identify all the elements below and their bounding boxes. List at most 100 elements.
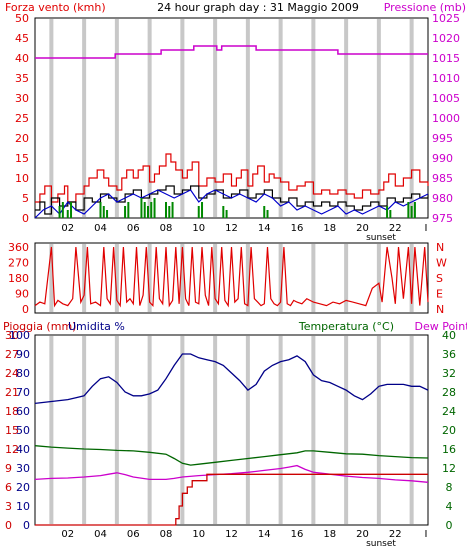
humidity-series-line <box>34 353 429 405</box>
rain-tick-label: 9 <box>5 462 12 475</box>
humidity-tick-label: 0 <box>23 519 30 532</box>
right-tick-label: 990 <box>432 152 453 165</box>
left-tick-label: 25 <box>15 112 29 125</box>
rain-tick-label: 15 <box>5 424 19 437</box>
right-tick-label: 985 <box>432 172 453 185</box>
temperature-tick-label: 28 <box>442 386 456 399</box>
rain-tick-label: 27 <box>5 348 19 361</box>
x-tick-label: 12 <box>225 529 238 540</box>
rain-tick-label: 30 <box>5 329 19 342</box>
right-tick-label: 1015 <box>432 52 460 65</box>
right-tick-label: 1000 <box>432 112 460 125</box>
panel3-dewpoint-label: Dew Point <box>414 320 467 333</box>
temperature-tick-label: 20 <box>442 424 456 437</box>
x-tick-label: 20 <box>356 223 369 234</box>
panel2-series <box>34 246 429 308</box>
panel1-right-axis-label: Pressione (mb) <box>384 1 466 14</box>
temperature-tick-label: 32 <box>442 367 456 380</box>
x-tick-label: 10 <box>192 223 205 234</box>
panel1-series <box>34 45 429 219</box>
temperature-tick-label: 36 <box>442 348 456 361</box>
temperature-tick-label: 8 <box>446 481 453 494</box>
panel1-left-axis-label: Forza vento (kmh) <box>5 1 106 14</box>
x-tick-label: 14 <box>258 223 271 234</box>
left-tick-label: 40 <box>15 52 29 65</box>
x-tick-label: I <box>425 529 428 540</box>
panel3-humidity-ticks: 0 10 20 30 40 50 60 70 80 90 100 <box>9 329 30 532</box>
direction-degree-tick: 360 <box>8 241 29 254</box>
panel1-sunset-label: sunset <box>366 233 396 243</box>
panel3-rain-label: Pioggia (mm) <box>3 320 76 333</box>
rain-tick-label: 12 <box>5 443 19 456</box>
humidity-tick-label: 10 <box>16 500 30 513</box>
temperature-tick-label: 4 <box>446 500 453 513</box>
x-tick-label: 04 <box>94 223 107 234</box>
humidity-tick-label: 80 <box>16 367 30 380</box>
rain-tick-label: 0 <box>5 519 12 532</box>
right-tick-label: 1025 <box>432 12 460 25</box>
humidity-tick-label: 40 <box>16 443 30 456</box>
humidity-tick-label: 30 <box>16 462 30 475</box>
rain-tick-label: 24 <box>5 367 19 380</box>
humidity-tick-label: 90 <box>16 348 30 361</box>
right-tick-label: 980 <box>432 192 453 205</box>
panel3-humidity-label: Umidita % <box>68 320 125 333</box>
temperature-tick-label: 16 <box>442 443 456 456</box>
direction-degree-tick: 270 <box>8 257 29 270</box>
panel3-series <box>34 353 429 526</box>
x-tick-label: 02 <box>61 223 74 234</box>
x-tick-label: I <box>425 223 428 234</box>
humidity-tick-label: 70 <box>16 386 30 399</box>
temperature-tick-label: 0 <box>446 519 453 532</box>
humidity-tick-label: 50 <box>16 424 30 437</box>
panel3-sunset-label: sunset <box>366 539 396 549</box>
left-tick-label: 50 <box>15 12 29 25</box>
x-tick-label: 08 <box>160 529 173 540</box>
compass-tick: N <box>436 241 444 254</box>
panel3-rain-ticks: 0 3 6 9 12 15 18 21 24 27 30 <box>5 329 19 532</box>
direction-degree-tick: 90 <box>15 288 29 301</box>
x-tick-label: 08 <box>160 223 173 234</box>
x-tick-label: 06 <box>127 223 140 234</box>
rain-tick-label: 6 <box>5 481 12 494</box>
gust-series-line <box>35 153 429 203</box>
humidity-tick-label: 60 <box>16 405 30 418</box>
x-tick-label: 02 <box>61 529 74 540</box>
right-tick-label: 1010 <box>432 72 460 85</box>
right-tick-label: 1020 <box>432 32 460 45</box>
x-tick-label: 12 <box>225 223 238 234</box>
right-tick-label: 995 <box>432 132 453 145</box>
rain-tick-label: 21 <box>5 386 19 399</box>
compass-tick: E <box>436 288 443 301</box>
panel3-plot-area <box>34 334 429 526</box>
x-tick-label: 22 <box>389 223 402 234</box>
panel1-right-ticks: 975 980 985 990 995 1000 1005 1010 1015 1020 1025 <box>432 12 460 225</box>
panel1-left-ticks: 0 5 10 15 20 25 30 35 40 45 50 <box>15 12 29 225</box>
rain-tick-label: 18 <box>5 405 19 418</box>
panel3-temperature-label: Temperatura (°C) <box>298 320 394 333</box>
panel3-vertical-grid <box>49 336 414 524</box>
panel1-vertical-grid <box>49 19 414 217</box>
x-tick-label: 14 <box>258 529 271 540</box>
right-tick-label: 1005 <box>432 92 460 105</box>
direction-degree-tick: 180 <box>8 272 29 285</box>
panel3-x-ticks: 02 04 06 08 10 12 14 16 18 20 22 I <box>61 529 427 540</box>
panel1-title: 24 hour graph day : 31 Maggio 2009 <box>157 1 359 14</box>
panel2-left-ticks: 0 90 180 270 360 <box>8 241 29 316</box>
x-tick-label: 10 <box>192 529 205 540</box>
compass-tick: S <box>436 272 443 285</box>
rain-tick-label: 3 <box>5 500 12 513</box>
left-tick-label: 15 <box>15 152 29 165</box>
left-tick-label: 20 <box>15 132 29 145</box>
temperature-tick-label: 24 <box>442 405 456 418</box>
x-tick-label: 06 <box>127 529 140 540</box>
rain-series-line <box>35 473 428 526</box>
compass-tick: W <box>436 257 447 270</box>
x-tick-label: 18 <box>323 223 336 234</box>
temperature-tick-label: 40 <box>442 329 456 342</box>
x-tick-label: 18 <box>323 529 336 540</box>
